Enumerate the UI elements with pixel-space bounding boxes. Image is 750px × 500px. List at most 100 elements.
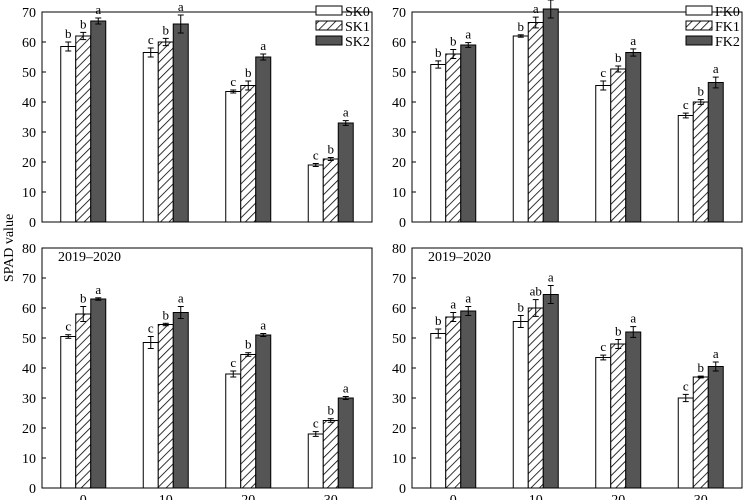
y-tick-label: 20 xyxy=(392,422,406,437)
panel-subtitle: 2019–2020 xyxy=(428,250,491,265)
significance-letter: b xyxy=(698,360,705,375)
legend-label: SK0 xyxy=(345,5,370,20)
y-tick-label: 40 xyxy=(392,362,406,377)
bar xyxy=(255,334,272,489)
bar xyxy=(610,68,627,223)
bar xyxy=(595,357,612,489)
legend-swatch xyxy=(685,5,713,16)
y-tick-label: 60 xyxy=(22,302,36,317)
bar xyxy=(527,22,544,223)
bar xyxy=(255,56,272,223)
legend-label: SK1 xyxy=(345,20,370,35)
significance-letter: c xyxy=(148,32,154,47)
y-tick-label: 70 xyxy=(22,272,36,287)
bar xyxy=(430,333,447,489)
bar xyxy=(337,397,354,489)
significance-letter: b xyxy=(518,300,525,315)
significance-letter: a xyxy=(260,318,266,333)
significance-letter: ab xyxy=(530,284,542,299)
x-tick-label: 30 xyxy=(324,493,338,500)
significance-letter: c xyxy=(313,416,319,431)
significance-letter: b xyxy=(450,34,457,49)
y-tick-label: 70 xyxy=(392,272,406,287)
panel-subtitle: 2019–2020 xyxy=(58,250,121,265)
bar xyxy=(75,313,92,489)
significance-letter: a xyxy=(450,297,456,312)
bar xyxy=(512,35,529,223)
significance-letter: b xyxy=(615,50,622,65)
significance-letter: b xyxy=(163,22,170,37)
significance-letter: b xyxy=(435,313,442,328)
y-tick-label: 70 xyxy=(22,6,36,21)
y-tick-label: 20 xyxy=(22,422,36,437)
significance-letter: a xyxy=(178,0,184,14)
bar xyxy=(240,354,257,489)
significance-letter: c xyxy=(230,74,236,89)
y-tick-label: 50 xyxy=(22,66,36,81)
y-tick-label: 80 xyxy=(22,242,36,257)
bar xyxy=(225,373,242,489)
bar xyxy=(142,52,159,223)
y-tick-label: 40 xyxy=(22,362,36,377)
x-tick-label: 0 xyxy=(450,493,457,500)
y-tick-label: 0 xyxy=(399,482,406,497)
legend-label: FK0 xyxy=(715,5,740,20)
bar xyxy=(445,53,462,223)
y-tick-label: 0 xyxy=(29,216,36,231)
y-tick-label: 40 xyxy=(22,96,36,111)
bar xyxy=(225,91,242,223)
plot-frame xyxy=(411,11,743,223)
significance-letter: b xyxy=(435,45,442,60)
bar xyxy=(707,82,724,223)
significance-letter: b xyxy=(65,26,72,41)
y-tick-label: 70 xyxy=(392,6,406,21)
significance-letter: b xyxy=(328,142,335,157)
significance-letter: a xyxy=(95,282,101,297)
y-tick-label: 0 xyxy=(29,482,36,497)
y-tick-label: 30 xyxy=(22,126,36,141)
legend-swatch xyxy=(315,35,343,46)
significance-letter: c xyxy=(683,378,689,393)
bar xyxy=(430,64,447,223)
significance-letter: a xyxy=(713,61,719,76)
legend-label: FK2 xyxy=(715,35,740,50)
y-tick-label: 60 xyxy=(392,302,406,317)
chart-panel-bottom-left: 010203040506070800102030ccccbbbbaaaa2019… xyxy=(22,242,373,500)
significance-letter: b xyxy=(518,19,525,34)
y-tick-label: 40 xyxy=(392,96,406,111)
bar xyxy=(707,366,724,489)
significance-letter: c xyxy=(683,97,689,112)
legend-swatch xyxy=(685,20,713,31)
significance-letter: b xyxy=(245,337,252,352)
y-tick-label: 30 xyxy=(392,126,406,141)
significance-letter: c xyxy=(148,321,154,336)
y-tick-label: 20 xyxy=(392,156,406,171)
legend-swatch xyxy=(315,5,343,16)
significance-letter: a xyxy=(343,105,349,120)
bar xyxy=(307,164,324,223)
bar xyxy=(677,397,694,489)
y-tick-label: 10 xyxy=(392,186,406,201)
y-tick-label: 50 xyxy=(392,66,406,81)
significance-letter: a xyxy=(178,291,184,306)
bar xyxy=(527,307,544,489)
bar xyxy=(610,343,627,489)
bar xyxy=(625,52,642,223)
bar xyxy=(307,433,324,489)
significance-letter: c xyxy=(600,65,606,80)
bar xyxy=(90,298,107,489)
significance-letter: c xyxy=(600,339,606,354)
significance-letter: a xyxy=(465,291,471,306)
bar xyxy=(157,41,174,223)
significance-letter: a xyxy=(95,2,101,17)
legend-label: SK2 xyxy=(345,35,370,50)
significance-letter: a xyxy=(533,1,539,16)
bar xyxy=(625,331,642,489)
legend-swatch xyxy=(685,35,713,46)
significance-letter: c xyxy=(313,148,319,163)
significance-letter: b xyxy=(615,324,622,339)
bar xyxy=(595,85,612,223)
